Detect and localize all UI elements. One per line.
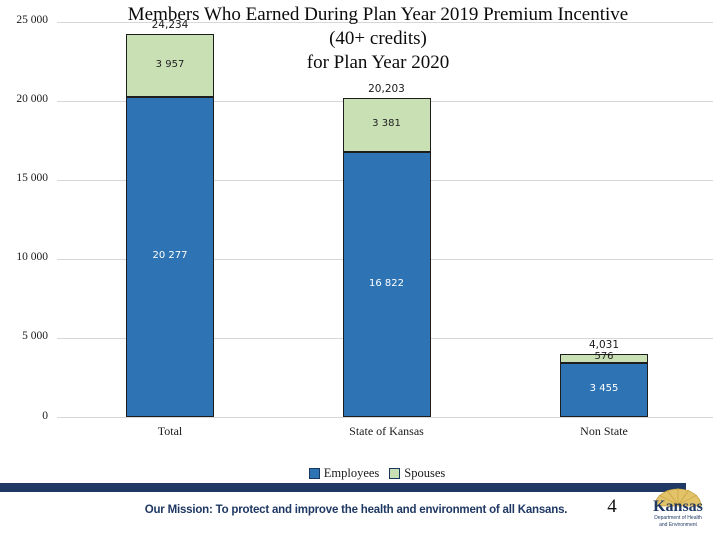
kansas-logo-subtext-2: and Environment (659, 522, 697, 528)
mission-statement: Our Mission: To protect and improve the … (144, 504, 568, 516)
bar-segment-employees (560, 362, 648, 418)
page-number: 4 (607, 496, 617, 517)
bar-segment-label: 576 (594, 351, 614, 363)
kansas-logo-graphic: Kansas Department of Health and Environm… (653, 488, 703, 528)
y-axis-tick-label: 25 000 (16, 14, 48, 27)
kansas-logo: Kansas Department of Health and Environm… (645, 486, 711, 534)
gridline (57, 21, 713, 23)
legend-item: Employees (308, 466, 380, 481)
legend-swatch-spouses (389, 468, 401, 479)
x-axis-category-label: Total (157, 424, 183, 438)
footer-divider-bar (0, 483, 686, 492)
legend-item: Spouses (389, 466, 445, 481)
bar-segment-employees (342, 151, 431, 418)
chart-title: Members Who Earned During Plan Year 2019… (58, 3, 698, 75)
legend-label: Employees (323, 466, 380, 480)
bar-segment-spouses (560, 353, 648, 363)
chart-title-line-3: for Plan Year 2020 (306, 52, 450, 73)
bar-segment-label: 20 277 (152, 250, 188, 262)
bar-total-label: 20,203 (368, 83, 405, 96)
bar-segment-label: 3 381 (372, 117, 401, 129)
sunburst-rays-icon (658, 488, 698, 506)
chart-legend: Employees Spouses (34, 466, 720, 481)
x-axis-category-label: State of Kansas (349, 424, 424, 438)
chart-title-line-2: (40+ credits) (329, 28, 427, 49)
y-axis-tick-label: 0 (42, 409, 48, 422)
chart-title-line-1: Members Who Earned During Plan Year 2019… (127, 4, 629, 25)
x-axis-category-label: Non State (580, 424, 628, 438)
y-axis-tick-label: 20 000 (16, 93, 48, 106)
y-axis-tick-label: 15 000 (16, 172, 48, 185)
gridline (57, 417, 713, 418)
legend-label: Spouses (404, 466, 446, 480)
kansas-logo-subtext-1: Department of Health (654, 515, 702, 521)
bar-segment-employees (126, 96, 214, 418)
y-axis-tick-label: 10 000 (16, 251, 48, 264)
legend-swatch-employees (308, 468, 320, 479)
bar-segment-label: 3 957 (155, 58, 185, 70)
bar-segment-spouses (126, 34, 214, 97)
bar-total-label: 24,234 (151, 19, 189, 32)
bar-total-label: 4,031 (588, 338, 620, 351)
bar-segment-label: 3 455 (589, 383, 619, 395)
y-axis-tick-label: 5 000 (22, 330, 48, 343)
bar-segment-label: 16 822 (369, 277, 404, 289)
bar-segment-spouses (342, 98, 431, 152)
kansas-logo-wordmark: Kansas (653, 498, 703, 515)
